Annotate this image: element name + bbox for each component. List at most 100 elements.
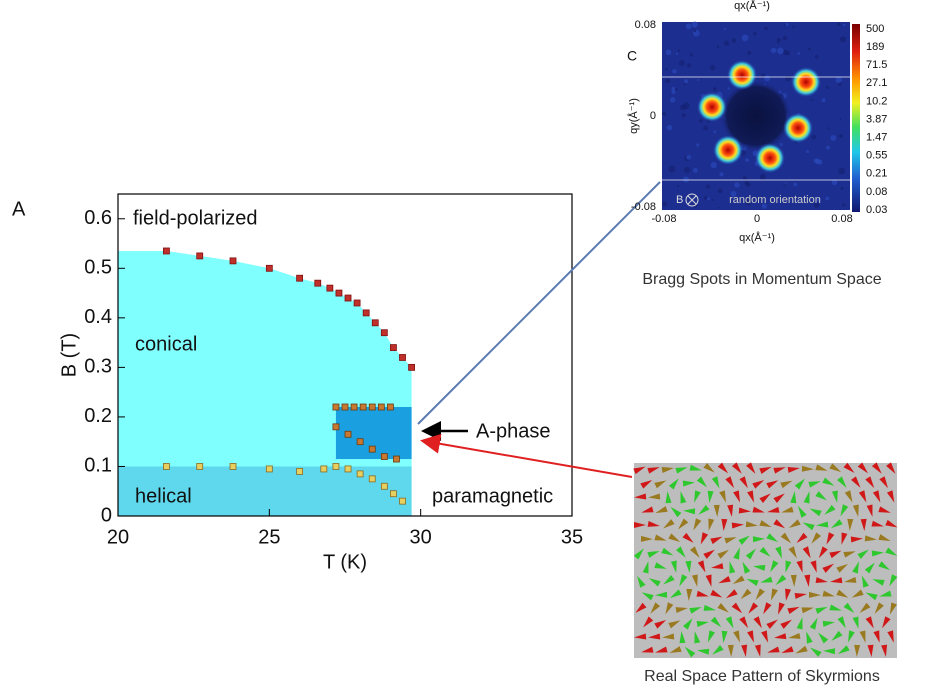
noise bbox=[682, 113, 686, 117]
noise bbox=[783, 183, 786, 186]
noise bbox=[842, 203, 845, 206]
phase-diagram: 2025303500.10.20.30.40.50.6field-polariz… bbox=[84, 194, 583, 548]
data-point bbox=[378, 404, 384, 410]
noise bbox=[693, 168, 698, 173]
data-point bbox=[336, 290, 342, 296]
noise bbox=[771, 48, 776, 53]
skyrmion-image: Real Space Pattern of Skyrmions bbox=[633, 462, 897, 685]
noise bbox=[694, 30, 696, 32]
connector-arrow bbox=[424, 441, 632, 477]
noise bbox=[728, 87, 730, 89]
bragg-spot bbox=[697, 92, 727, 122]
x-tick-label: 30 bbox=[410, 526, 432, 548]
noise bbox=[764, 75, 770, 81]
data-point bbox=[345, 431, 351, 437]
y-tick-label: 0.1 bbox=[84, 455, 112, 477]
noise bbox=[665, 78, 670, 83]
data-point bbox=[345, 295, 351, 301]
noise bbox=[793, 183, 797, 187]
noise bbox=[683, 83, 686, 86]
x-tick-label: 25 bbox=[258, 526, 280, 548]
colorbar-label: 10.2 bbox=[866, 95, 887, 107]
noise bbox=[714, 130, 717, 133]
noise bbox=[783, 36, 787, 40]
data-point bbox=[381, 454, 387, 460]
noise bbox=[676, 52, 678, 54]
data-point bbox=[400, 354, 406, 360]
data-point bbox=[315, 280, 321, 286]
noise bbox=[783, 24, 785, 26]
noise bbox=[672, 87, 676, 91]
noise bbox=[667, 125, 673, 131]
region-label: helical bbox=[135, 485, 192, 507]
data-point bbox=[400, 498, 406, 504]
field-label: B bbox=[676, 194, 683, 206]
data-point bbox=[360, 404, 366, 410]
connector-line bbox=[418, 182, 660, 424]
y-tick-label: 0.6 bbox=[84, 207, 112, 229]
noise bbox=[827, 127, 829, 129]
region-label: paramagnetic bbox=[432, 485, 553, 507]
noise bbox=[732, 38, 737, 43]
y-axis-label: B (T) bbox=[58, 333, 80, 377]
noise bbox=[665, 68, 668, 71]
noise bbox=[678, 49, 681, 52]
noise bbox=[838, 168, 845, 175]
noise bbox=[710, 65, 716, 71]
noise bbox=[812, 135, 817, 140]
y-tick-label: 0.4 bbox=[84, 306, 112, 328]
noise bbox=[841, 187, 844, 190]
y-tick-label: 0 bbox=[101, 504, 112, 526]
colorbar-label: 189 bbox=[866, 41, 884, 53]
data-point bbox=[197, 253, 203, 259]
noise bbox=[670, 97, 675, 102]
data-point bbox=[297, 275, 303, 281]
y-tick-label: 0.08 bbox=[635, 19, 656, 31]
noise bbox=[717, 207, 719, 209]
noise bbox=[713, 87, 717, 91]
noise bbox=[686, 23, 692, 29]
data-point bbox=[357, 439, 363, 445]
noise bbox=[662, 201, 667, 206]
x-tick-label: 35 bbox=[561, 526, 583, 548]
x-tick-label: -0.08 bbox=[651, 213, 676, 225]
noise bbox=[684, 79, 688, 83]
figure: 2025303500.10.20.30.40.50.6field-polariz… bbox=[0, 0, 926, 693]
data-point bbox=[333, 404, 339, 410]
data-point bbox=[230, 258, 236, 264]
data-point bbox=[327, 285, 333, 291]
panel-label: A bbox=[12, 198, 26, 220]
noise bbox=[840, 36, 846, 42]
noise bbox=[680, 105, 686, 111]
bragg-image: qx(Å⁻¹) C qy(Å⁻¹) qx(Å⁻¹) B random orien… bbox=[627, 0, 882, 288]
noise bbox=[690, 53, 693, 56]
noise bbox=[666, 50, 672, 56]
region-label: field-polarized bbox=[133, 207, 258, 229]
noise bbox=[798, 52, 801, 55]
noise bbox=[686, 155, 691, 160]
x-tick-label: 0 bbox=[754, 213, 760, 225]
noise bbox=[837, 23, 841, 27]
data-point bbox=[387, 404, 393, 410]
x-tick-label: 20 bbox=[107, 526, 129, 548]
data-point bbox=[409, 364, 415, 370]
noise bbox=[684, 167, 690, 173]
data-point bbox=[230, 463, 236, 469]
noise bbox=[792, 25, 795, 28]
region-label: conical bbox=[135, 333, 197, 355]
noise bbox=[815, 159, 820, 164]
noise bbox=[786, 23, 789, 26]
data-point bbox=[372, 320, 378, 326]
noise bbox=[724, 41, 729, 46]
colorbar-label: 0.03 bbox=[866, 204, 887, 216]
data-point bbox=[297, 468, 303, 474]
noise bbox=[777, 48, 784, 55]
colorbar-label: 500 bbox=[866, 23, 884, 35]
caption: Bragg Spots in Momentum Space bbox=[642, 271, 881, 288]
data-point bbox=[266, 265, 272, 271]
data-point bbox=[197, 463, 203, 469]
data-point bbox=[369, 404, 375, 410]
data-point bbox=[163, 248, 169, 254]
x-axis-label: T (K) bbox=[323, 551, 367, 573]
x-axis-label: qx(Å⁻¹) bbox=[739, 231, 775, 244]
